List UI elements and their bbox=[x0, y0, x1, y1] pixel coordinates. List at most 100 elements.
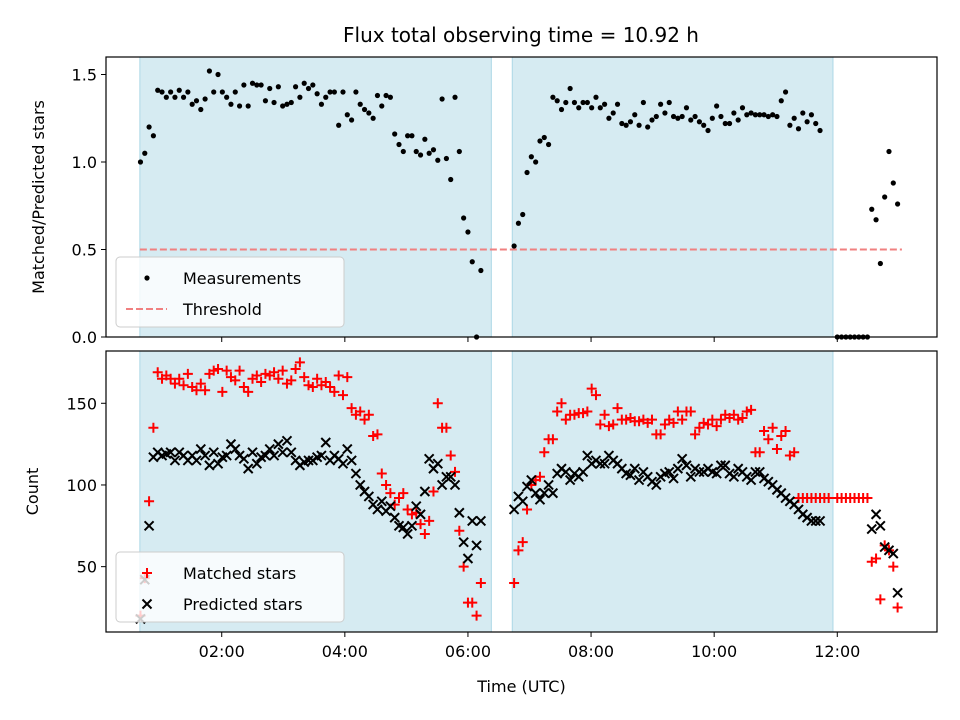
data-point bbox=[685, 471, 696, 483]
data-point bbox=[462, 553, 474, 564]
data-point bbox=[441, 422, 452, 433]
data-point bbox=[524, 169, 530, 176]
data-point bbox=[303, 455, 314, 466]
data-point bbox=[256, 377, 267, 388]
data-point bbox=[405, 133, 411, 139]
data-point bbox=[873, 217, 879, 223]
data-point bbox=[363, 491, 375, 502]
data-point bbox=[509, 577, 520, 588]
data-point bbox=[614, 101, 621, 107]
data-point bbox=[387, 94, 393, 100]
data-point bbox=[814, 515, 826, 527]
data-point bbox=[478, 267, 484, 274]
data-point bbox=[144, 496, 155, 507]
legend: Measurements Threshold bbox=[115, 256, 345, 328]
y-axis-label: Count bbox=[23, 468, 42, 516]
data-point bbox=[169, 455, 181, 466]
data-point bbox=[241, 82, 247, 88]
data-point bbox=[366, 110, 372, 116]
bottom-panel: 50 100 150 02:00 04:00 06:00 08:00 10:00 12:00 Co… bbox=[23, 350, 938, 696]
data-point bbox=[374, 92, 381, 99]
data-point bbox=[406, 520, 418, 532]
data-point bbox=[174, 373, 185, 384]
data-point bbox=[323, 94, 329, 100]
data-point bbox=[658, 101, 664, 107]
data-point bbox=[245, 103, 251, 109]
data-point bbox=[230, 443, 241, 455]
data-point bbox=[567, 85, 573, 92]
data-point bbox=[752, 112, 759, 118]
data-point bbox=[424, 515, 435, 526]
data-point bbox=[862, 493, 873, 504]
data-point bbox=[213, 363, 224, 374]
data-point bbox=[449, 479, 461, 491]
data-point bbox=[456, 148, 462, 155]
series-matched-stars bbox=[135, 357, 903, 621]
data-point bbox=[355, 479, 366, 491]
data-point bbox=[329, 386, 340, 397]
data-point bbox=[586, 383, 597, 394]
data-point bbox=[402, 528, 413, 540]
data-point bbox=[636, 122, 642, 128]
data-point bbox=[808, 112, 815, 118]
data-point bbox=[718, 113, 724, 120]
data-point bbox=[199, 450, 211, 461]
data-point bbox=[471, 610, 482, 621]
data-point bbox=[627, 119, 634, 125]
data-point bbox=[269, 367, 280, 378]
data-point bbox=[869, 206, 875, 212]
data-point bbox=[301, 80, 307, 86]
y-tick-label: 0.5 bbox=[72, 241, 97, 260]
data-point bbox=[251, 458, 263, 469]
data-point bbox=[582, 450, 593, 461]
data-point bbox=[370, 115, 376, 121]
data-point bbox=[195, 378, 206, 389]
data-point bbox=[264, 443, 275, 455]
data-point bbox=[273, 373, 284, 384]
data-point bbox=[739, 105, 746, 111]
legend-label: Threshold bbox=[182, 300, 262, 319]
data-point bbox=[221, 365, 232, 376]
data-point bbox=[623, 122, 629, 128]
data-point bbox=[530, 487, 541, 499]
x-tick-label: 06:00 bbox=[445, 642, 491, 661]
data-point bbox=[185, 89, 191, 95]
data-point bbox=[541, 134, 547, 141]
data-point bbox=[558, 106, 565, 113]
data-point bbox=[238, 453, 250, 465]
data-point bbox=[726, 120, 733, 127]
data-point bbox=[475, 577, 486, 588]
data-point bbox=[875, 520, 886, 532]
data-point bbox=[563, 99, 569, 106]
data-point bbox=[651, 479, 662, 491]
data-point bbox=[353, 89, 359, 95]
legend-marker bbox=[141, 598, 153, 610]
data-point bbox=[705, 127, 711, 134]
data-point bbox=[789, 447, 800, 458]
data-point bbox=[458, 536, 469, 548]
data-point bbox=[385, 500, 396, 512]
data-point bbox=[232, 89, 238, 95]
data-point bbox=[513, 545, 524, 556]
data-point bbox=[744, 112, 750, 118]
data-point bbox=[428, 486, 439, 497]
data-point bbox=[645, 124, 651, 130]
data-point bbox=[888, 548, 899, 559]
data-point bbox=[550, 94, 556, 100]
data-point bbox=[346, 403, 357, 414]
data-point bbox=[735, 117, 741, 123]
data-point bbox=[685, 406, 696, 417]
data-point bbox=[234, 365, 245, 376]
data-point bbox=[150, 133, 156, 139]
data-point bbox=[875, 594, 886, 605]
data-point bbox=[595, 458, 606, 469]
data-point bbox=[677, 414, 688, 425]
data-point bbox=[534, 471, 545, 482]
data-point bbox=[346, 455, 357, 466]
data-point bbox=[882, 194, 888, 200]
data-point bbox=[534, 494, 546, 505]
data-point bbox=[564, 474, 576, 486]
data-point bbox=[215, 71, 221, 78]
data-point bbox=[318, 101, 325, 107]
data-point bbox=[675, 115, 681, 121]
